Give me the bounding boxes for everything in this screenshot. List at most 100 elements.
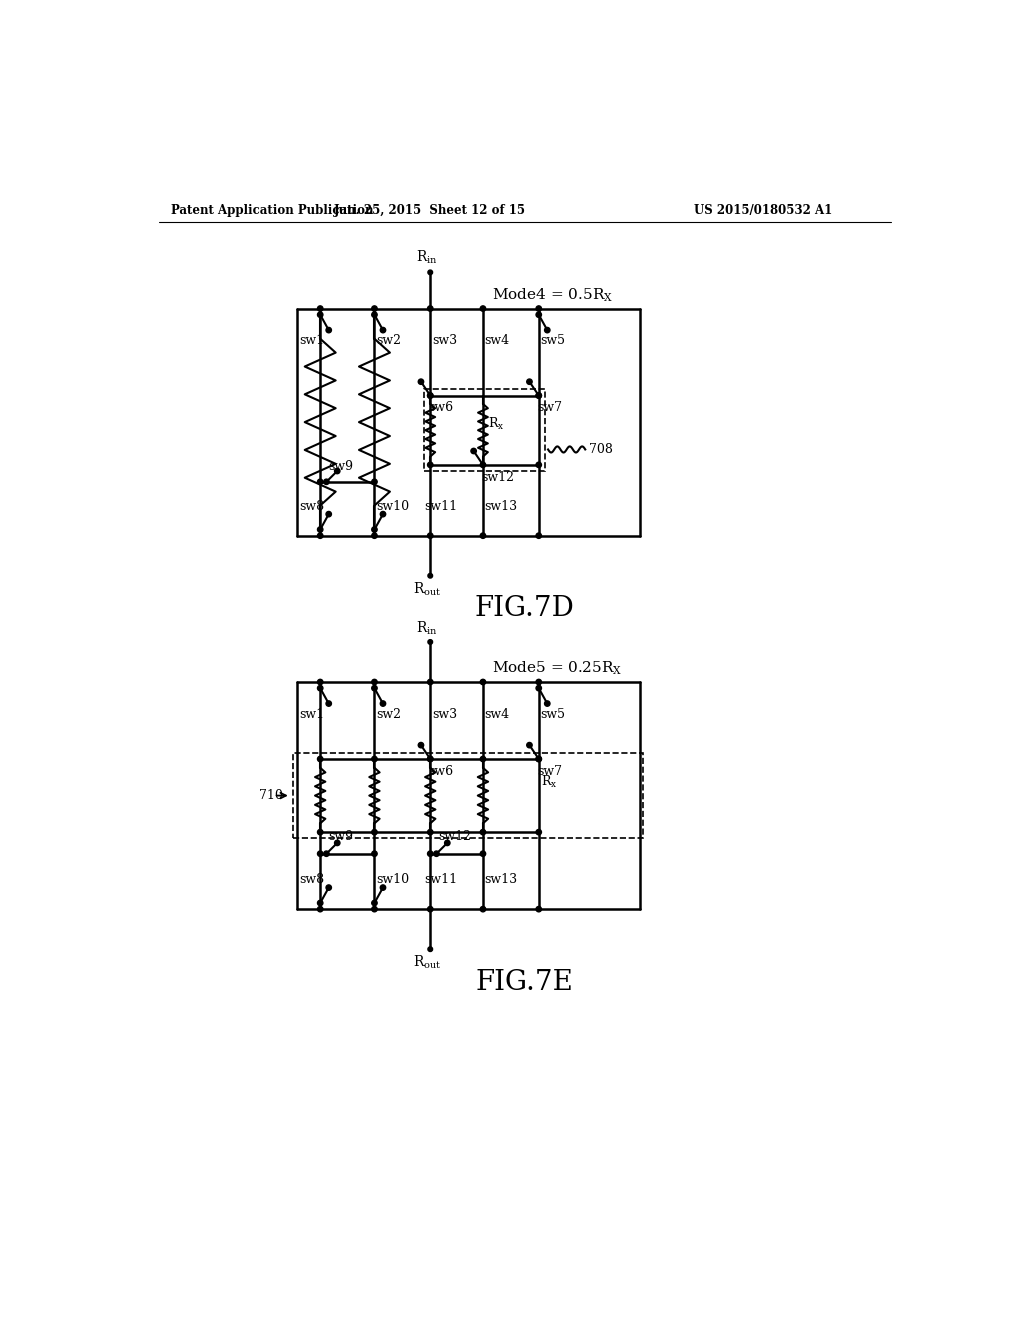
Circle shape [428, 851, 433, 857]
Text: Mode5 = 0.25R$_{\mathregular{X}}$: Mode5 = 0.25R$_{\mathregular{X}}$ [493, 659, 623, 677]
Text: sw9: sw9 [328, 830, 353, 843]
Circle shape [428, 573, 432, 578]
Bar [293, 752, 643, 838]
Circle shape [317, 680, 323, 685]
Circle shape [480, 756, 485, 762]
Circle shape [480, 907, 485, 912]
Circle shape [536, 306, 542, 312]
Circle shape [372, 900, 377, 906]
Text: R$_{\mathregular{x}}$: R$_{\mathregular{x}}$ [541, 774, 557, 791]
Circle shape [317, 312, 323, 317]
Text: R$_{\mathregular{out}}$: R$_{\mathregular{out}}$ [413, 581, 441, 598]
Circle shape [317, 479, 323, 484]
Text: US 2015/0180532 A1: US 2015/0180532 A1 [694, 205, 833, 218]
Circle shape [545, 327, 550, 333]
Circle shape [380, 701, 386, 706]
Circle shape [480, 306, 485, 312]
Text: sw10: sw10 [376, 500, 410, 513]
Circle shape [372, 907, 377, 912]
Circle shape [372, 306, 377, 312]
Text: sw3: sw3 [432, 708, 457, 721]
Circle shape [317, 306, 323, 312]
Circle shape [480, 851, 485, 857]
Circle shape [428, 393, 433, 399]
Circle shape [428, 946, 432, 952]
Text: R$_{\mathregular{in}}$: R$_{\mathregular{in}}$ [417, 248, 438, 267]
Circle shape [480, 680, 485, 685]
Text: sw11: sw11 [424, 500, 457, 513]
Text: sw11: sw11 [424, 874, 457, 887]
Text: sw9: sw9 [328, 459, 353, 473]
Text: Mode4 = 0.5R$_{\mathregular{X}}$: Mode4 = 0.5R$_{\mathregular{X}}$ [493, 286, 613, 305]
Text: sw5: sw5 [541, 708, 565, 721]
Circle shape [480, 533, 485, 539]
Circle shape [536, 393, 542, 399]
Circle shape [326, 511, 332, 517]
Text: sw1: sw1 [299, 334, 325, 347]
Text: sw2: sw2 [376, 334, 401, 347]
Circle shape [536, 462, 542, 467]
Circle shape [372, 527, 377, 532]
Bar [424, 389, 545, 471]
Text: sw4: sw4 [484, 708, 510, 721]
Text: sw2: sw2 [376, 708, 401, 721]
Circle shape [317, 533, 323, 539]
Circle shape [434, 851, 439, 857]
Circle shape [324, 851, 329, 857]
Circle shape [372, 851, 377, 857]
Circle shape [317, 527, 323, 532]
Text: 710: 710 [259, 789, 283, 803]
Circle shape [326, 327, 332, 333]
Circle shape [428, 756, 433, 762]
Circle shape [536, 393, 542, 399]
Text: FIG.7E: FIG.7E [476, 969, 573, 995]
Circle shape [335, 469, 340, 474]
Text: sw13: sw13 [484, 874, 517, 887]
Text: sw6: sw6 [429, 764, 454, 777]
Text: sw5: sw5 [541, 334, 565, 347]
Circle shape [536, 907, 542, 912]
Text: sw1: sw1 [299, 708, 325, 721]
Text: sw10: sw10 [376, 874, 410, 887]
Circle shape [536, 756, 542, 762]
Circle shape [317, 829, 323, 834]
Circle shape [380, 327, 386, 333]
Circle shape [372, 312, 377, 317]
Text: sw4: sw4 [484, 334, 510, 347]
Circle shape [317, 907, 323, 912]
Circle shape [317, 900, 323, 906]
Text: sw12: sw12 [481, 471, 514, 483]
Circle shape [372, 680, 377, 685]
Circle shape [428, 306, 433, 312]
Text: R$_{\mathregular{out}}$: R$_{\mathregular{out}}$ [413, 954, 441, 972]
Circle shape [380, 884, 386, 890]
Text: Jun. 25, 2015  Sheet 12 of 15: Jun. 25, 2015 Sheet 12 of 15 [334, 205, 526, 218]
Circle shape [428, 640, 432, 644]
Text: R$_{\mathregular{x}}$: R$_{\mathregular{x}}$ [487, 416, 504, 432]
Circle shape [317, 756, 323, 762]
Circle shape [536, 680, 542, 685]
Circle shape [428, 533, 433, 539]
Circle shape [335, 841, 340, 846]
Text: sw7: sw7 [538, 764, 562, 777]
Circle shape [536, 685, 542, 690]
Circle shape [317, 851, 323, 857]
Circle shape [418, 379, 424, 384]
Text: R$_{\mathregular{in}}$: R$_{\mathregular{in}}$ [417, 620, 438, 638]
Circle shape [428, 756, 433, 762]
Text: sw3: sw3 [432, 334, 457, 347]
Text: sw12: sw12 [438, 830, 471, 843]
Circle shape [526, 742, 532, 748]
Circle shape [471, 449, 476, 454]
Circle shape [372, 756, 377, 762]
Circle shape [428, 680, 433, 685]
Circle shape [536, 312, 542, 317]
Text: FIG.7D: FIG.7D [475, 595, 574, 622]
Text: sw13: sw13 [484, 500, 517, 513]
Circle shape [480, 829, 485, 834]
Circle shape [418, 742, 424, 748]
Circle shape [526, 379, 532, 384]
Circle shape [372, 479, 377, 484]
Circle shape [428, 393, 433, 399]
Circle shape [326, 884, 332, 890]
